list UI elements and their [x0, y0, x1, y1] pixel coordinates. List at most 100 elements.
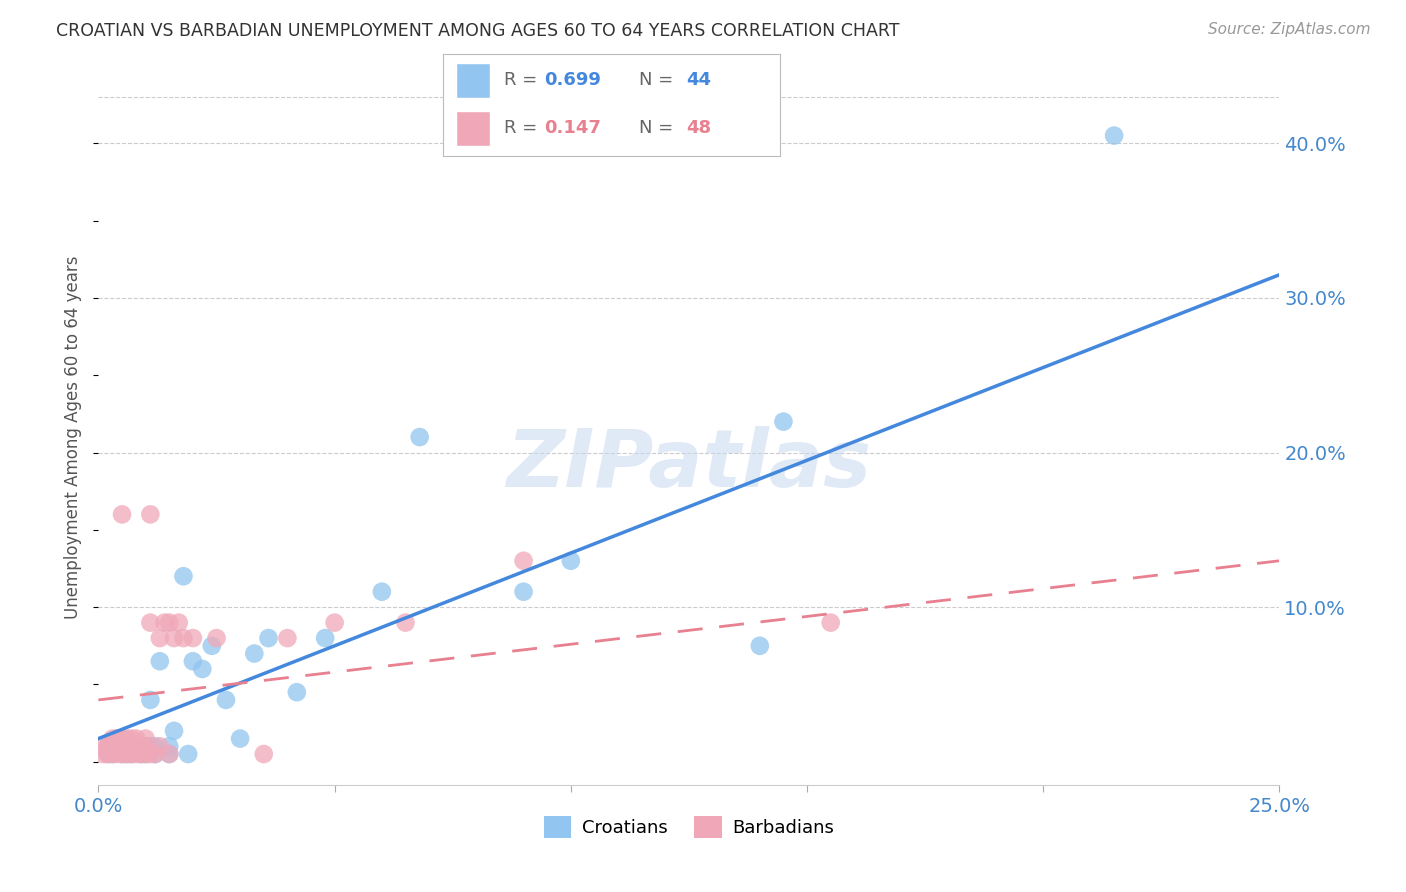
Point [748, 639, 770, 653]
Point [314, 631, 336, 645]
Point [167, 615, 190, 630]
Point [276, 631, 298, 645]
Point [285, 685, 308, 699]
Point [105, 731, 128, 746]
Point [1102, 128, 1125, 143]
Point [139, 508, 162, 522]
Text: Source: ZipAtlas.com: Source: ZipAtlas.com [1208, 22, 1371, 37]
Bar [457, 62, 491, 97]
Point [101, 739, 124, 754]
Point [115, 731, 138, 746]
Point [139, 739, 162, 754]
Point [323, 615, 346, 630]
Point [135, 747, 157, 761]
Point [191, 662, 214, 676]
Point [143, 747, 166, 761]
Point [111, 731, 134, 746]
Point [121, 747, 143, 761]
Legend: Croatians, Barbadians: Croatians, Barbadians [537, 809, 841, 846]
Point [820, 615, 842, 630]
Point [97, 747, 120, 761]
Point [181, 631, 204, 645]
Point [560, 554, 582, 568]
Point [111, 747, 134, 761]
Point [101, 747, 124, 761]
Point [115, 747, 138, 761]
Point [139, 693, 162, 707]
Point [201, 639, 224, 653]
Point [105, 739, 128, 754]
Point [371, 584, 394, 599]
Point [121, 736, 143, 750]
Point [115, 739, 138, 754]
Point [125, 742, 148, 756]
Point [101, 739, 124, 754]
Point [111, 739, 134, 754]
Point [105, 747, 128, 761]
Point [512, 554, 534, 568]
Point [111, 739, 134, 754]
Point [105, 731, 128, 746]
Point [121, 747, 143, 761]
Point [115, 747, 138, 761]
Point [257, 631, 280, 645]
Point [229, 731, 252, 746]
Point [149, 631, 172, 645]
Bar [457, 111, 491, 145]
Point [149, 739, 172, 754]
Point [97, 739, 120, 754]
Point [157, 747, 180, 761]
Point [97, 739, 120, 754]
Point [129, 747, 152, 761]
Point [135, 739, 157, 754]
Text: 0.699: 0.699 [544, 71, 600, 89]
Point [111, 747, 134, 761]
Text: CROATIAN VS BARBADIAN UNEMPLOYMENT AMONG AGES 60 TO 64 YEARS CORRELATION CHART: CROATIAN VS BARBADIAN UNEMPLOYMENT AMONG… [56, 22, 900, 40]
Point [125, 739, 148, 754]
Point [512, 584, 534, 599]
Point [172, 569, 194, 583]
Text: N =: N = [638, 71, 679, 89]
Point [157, 739, 180, 754]
Point [157, 615, 180, 630]
Y-axis label: Unemployment Among Ages 60 to 64 years: Unemployment Among Ages 60 to 64 years [65, 255, 83, 619]
Point [129, 739, 152, 754]
Point [135, 747, 157, 761]
Point [111, 508, 134, 522]
Point [143, 739, 166, 754]
Text: ZIPatlas: ZIPatlas [506, 425, 872, 504]
Point [125, 747, 148, 761]
Point [139, 615, 162, 630]
Point [135, 731, 157, 746]
Text: 44: 44 [686, 71, 711, 89]
Text: R =: R = [503, 120, 543, 137]
Point [139, 747, 162, 761]
Point [253, 747, 276, 761]
Point [149, 654, 172, 668]
Point [121, 731, 143, 746]
Point [91, 739, 114, 754]
Point [243, 647, 266, 661]
Point [163, 631, 186, 645]
Point [121, 739, 143, 754]
Point [111, 731, 134, 746]
Point [97, 747, 120, 761]
Point [394, 615, 416, 630]
Point [101, 747, 124, 761]
Point [153, 615, 176, 630]
Point [105, 742, 128, 756]
Point [91, 747, 114, 761]
Point [408, 430, 430, 444]
Point [115, 739, 138, 754]
Point [181, 654, 204, 668]
Point [163, 723, 186, 738]
Point [215, 693, 238, 707]
Point [172, 631, 194, 645]
Text: 48: 48 [686, 120, 711, 137]
Point [772, 415, 794, 429]
Point [205, 631, 228, 645]
Point [177, 747, 200, 761]
Text: R =: R = [503, 71, 543, 89]
Point [129, 739, 152, 754]
Point [135, 739, 157, 754]
